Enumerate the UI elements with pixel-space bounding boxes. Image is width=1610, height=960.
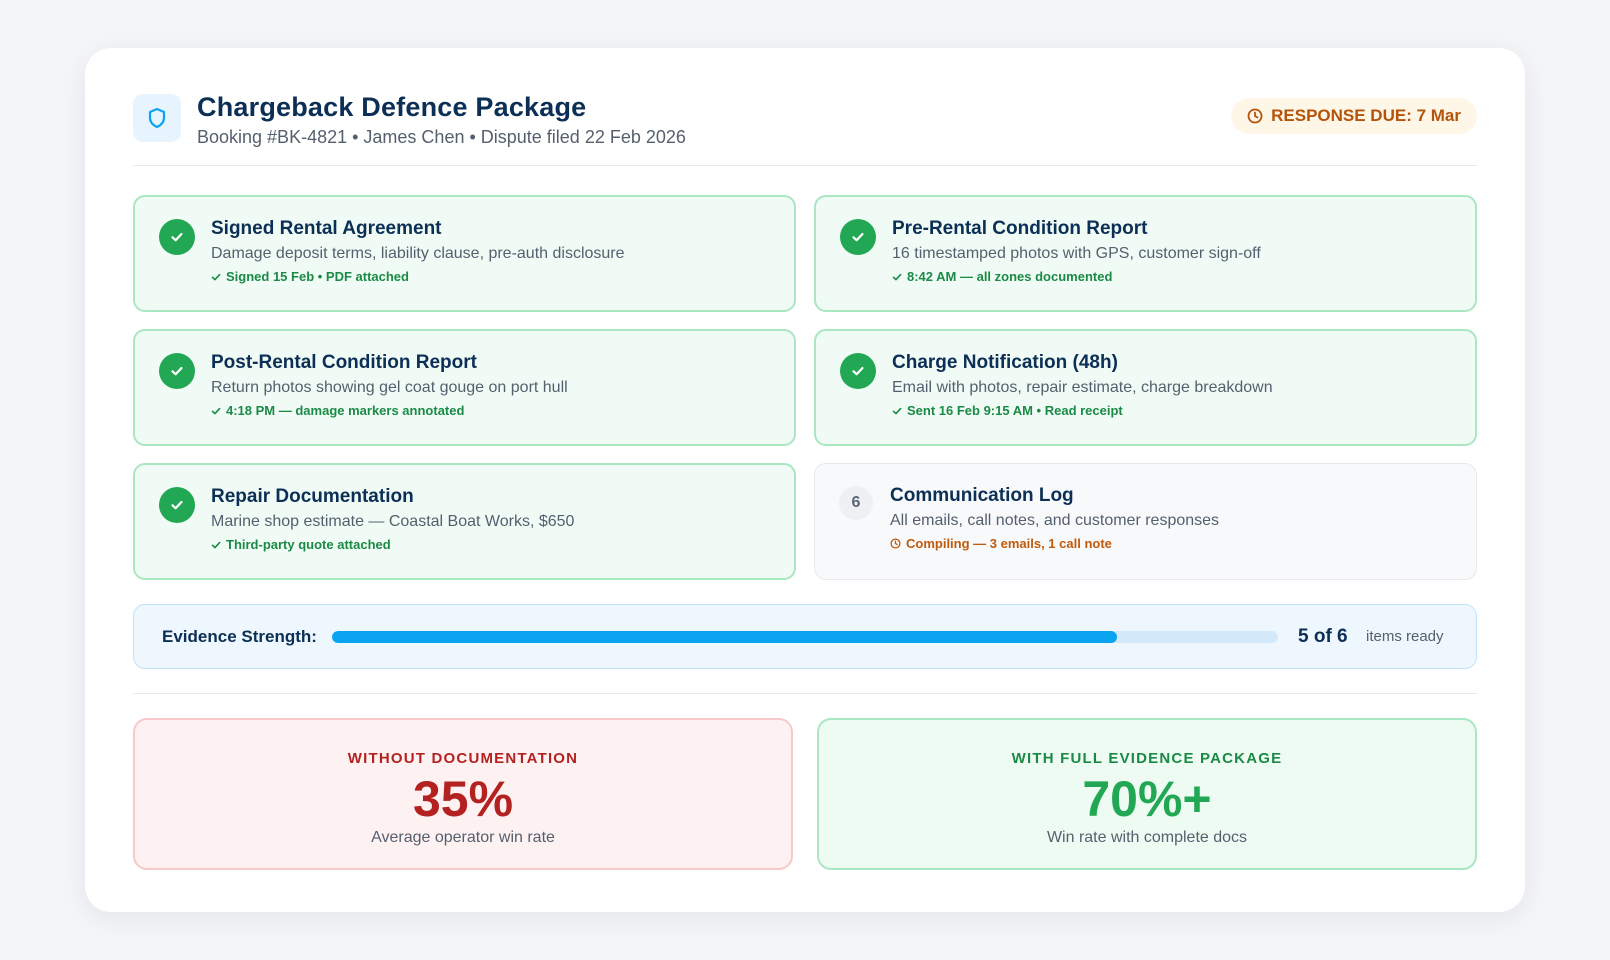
stat-value: 70%+ — [1082, 771, 1212, 827]
clock-icon — [890, 538, 901, 549]
item-body: Signed Rental Agreement Damage deposit t… — [211, 217, 625, 284]
evidence-item-pre-rental-report[interactable]: Pre-Rental Condition Report 16 timestamp… — [814, 195, 1477, 312]
check-circle-icon — [159, 487, 195, 523]
item-body: Post-Rental Condition Report Return phot… — [211, 351, 568, 418]
item-status: Compiling — 3 emails, 1 call note — [890, 536, 1219, 551]
page-subtitle: Booking #BK-4821 • James Chen • Dispute … — [197, 127, 686, 147]
checkmark-icon — [892, 407, 902, 414]
item-title: Charge Notification (48h) — [892, 352, 1118, 373]
stat-without-documentation: WITHOUT DOCUMENTATION 35% Average operat… — [133, 718, 793, 870]
progress-track — [332, 630, 1278, 643]
check-circle-icon — [840, 353, 876, 389]
shield-icon — [133, 94, 181, 142]
item-title: Repair Documentation — [211, 486, 414, 507]
evidence-item-repair-documentation[interactable]: Repair Documentation Marine shop estimat… — [133, 463, 796, 580]
evidence-item-signed-rental-agreement[interactable]: Signed Rental Agreement Damage deposit t… — [133, 195, 796, 312]
page-title: Chargeback Defence Package — [197, 92, 587, 122]
item-body: Repair Documentation Marine shop estimat… — [211, 485, 574, 552]
item-status-text: Sent 16 Feb 9:15 AM • Read receipt — [907, 403, 1123, 418]
check-circle-icon — [159, 219, 195, 255]
stat-caption: Average operator win rate — [371, 829, 555, 846]
evidence-item-communication-log[interactable]: 6 Communication Log All emails, call not… — [814, 463, 1477, 580]
item-title: Communication Log — [890, 485, 1074, 506]
item-status: 4:18 PM — damage markers annotated — [211, 403, 568, 418]
item-status: Third-party quote attached — [211, 537, 574, 552]
item-description: 16 timestamped photos with GPS, customer… — [892, 245, 1261, 262]
item-description: All emails, call notes, and customer res… — [890, 512, 1220, 529]
header: Chargeback Defence Package Booking #BK-4… — [133, 92, 1477, 166]
evidence-item-charge-notification[interactable]: Charge Notification (48h) Email with pho… — [814, 329, 1477, 446]
evidence-count: 5 of 6 — [1298, 625, 1348, 647]
evidence-grid: Signed Rental Agreement Damage deposit t… — [133, 195, 1477, 580]
item-title: Pre-Rental Condition Report — [892, 218, 1148, 239]
item-description: Marine shop estimate — Coastal Boat Work… — [211, 513, 575, 530]
stat-label: WITHOUT DOCUMENTATION — [347, 750, 579, 767]
item-status-text: 4:18 PM — damage markers annotated — [226, 403, 465, 418]
item-body: Pre-Rental Condition Report 16 timestamp… — [892, 217, 1261, 284]
response-due-text: RESPONSE DUE: 7 Mar — [1271, 106, 1461, 125]
response-due-badge: RESPONSE DUE: 7 Mar — [1231, 98, 1477, 134]
item-status: Sent 16 Feb 9:15 AM • Read receipt — [892, 403, 1273, 418]
evidence-strength-bar: Evidence Strength: 5 of 6 items ready — [133, 604, 1477, 669]
stat-value: 35% — [412, 771, 514, 827]
item-description: Damage deposit terms, liability clause, … — [211, 245, 625, 262]
header-text: Chargeback Defence Package Booking #BK-4… — [197, 92, 686, 149]
item-title: Post-Rental Condition Report — [211, 352, 477, 373]
stat-with-full-evidence: WITH FULL EVIDENCE PACKAGE 70%+ Win rate… — [817, 718, 1477, 870]
check-circle-icon — [840, 219, 876, 255]
win-rate-comparison: WITHOUT DOCUMENTATION 35% Average operat… — [133, 718, 1477, 870]
item-body: Charge Notification (48h) Email with pho… — [892, 351, 1273, 418]
item-status-text: 8:42 AM — all zones documented — [907, 269, 1113, 284]
item-status: 8:42 AM — all zones documented — [892, 269, 1261, 284]
divider — [133, 693, 1477, 694]
checkmark-icon — [892, 273, 902, 280]
progress-fill — [332, 630, 1118, 643]
checkmark-icon — [211, 541, 221, 548]
step-number-badge: 6 — [839, 486, 873, 520]
clock-icon — [1247, 108, 1263, 124]
item-status-text: Third-party quote attached — [226, 537, 391, 552]
stat-label: WITH FULL EVIDENCE PACKAGE — [1011, 750, 1283, 767]
stat-caption: Win rate with complete docs — [1046, 829, 1248, 846]
evidence-count-suffix: items ready — [1366, 628, 1444, 645]
checkmark-icon — [211, 407, 221, 414]
item-title: Signed Rental Agreement — [211, 218, 442, 239]
item-status-text: Compiling — 3 emails, 1 call note — [906, 536, 1112, 551]
check-circle-icon — [159, 353, 195, 389]
item-status: Signed 15 Feb • PDF attached — [211, 269, 625, 284]
header-left: Chargeback Defence Package Booking #BK-4… — [133, 92, 686, 149]
checkmark-icon — [211, 273, 221, 280]
item-description: Return photos showing gel coat gouge on … — [211, 379, 568, 396]
evidence-strength-label: Evidence Strength: — [162, 626, 317, 646]
item-status-text: Signed 15 Feb • PDF attached — [226, 269, 409, 284]
chargeback-card: Chargeback Defence Package Booking #BK-4… — [85, 48, 1525, 912]
evidence-item-post-rental-report[interactable]: Post-Rental Condition Report Return phot… — [133, 329, 796, 446]
item-description: Email with photos, repair estimate, char… — [892, 379, 1273, 396]
item-body: Communication Log All emails, call notes… — [890, 484, 1219, 551]
